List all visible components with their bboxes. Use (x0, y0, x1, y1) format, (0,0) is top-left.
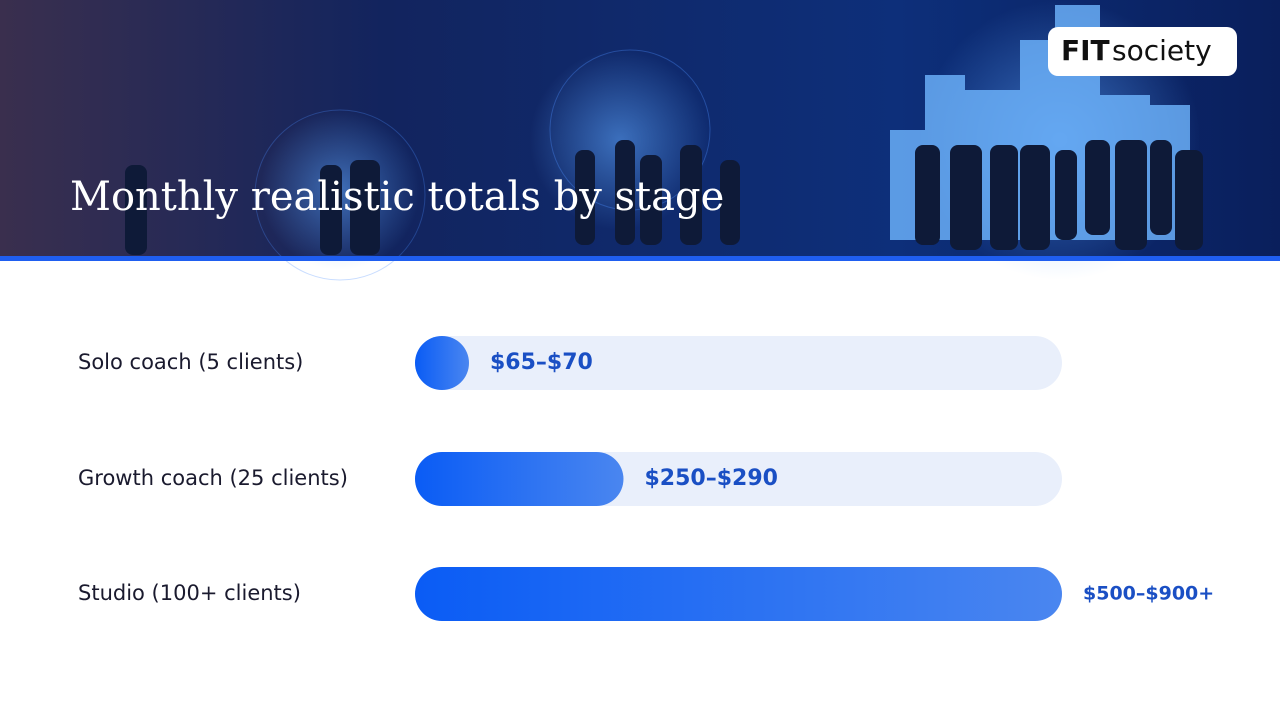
category-label: Growth coach (25 clients) (78, 466, 348, 490)
value-label: $65–$70 (490, 350, 593, 375)
value-label: $250–$290 (644, 466, 777, 491)
bar (415, 567, 1062, 621)
value-label: $500–$900+ (1083, 583, 1214, 605)
category-label: Studio (100+ clients) (78, 581, 301, 605)
logo-box (1048, 27, 1237, 76)
slide-title: Monthly realistic totals by stage (70, 174, 724, 220)
bar (415, 452, 624, 506)
logo-light: society (1112, 34, 1212, 67)
category-label: Solo coach (5 clients) (78, 350, 303, 374)
bar (415, 336, 469, 390)
bar-track (415, 336, 1062, 390)
logo-bold: FIT (1061, 34, 1110, 67)
